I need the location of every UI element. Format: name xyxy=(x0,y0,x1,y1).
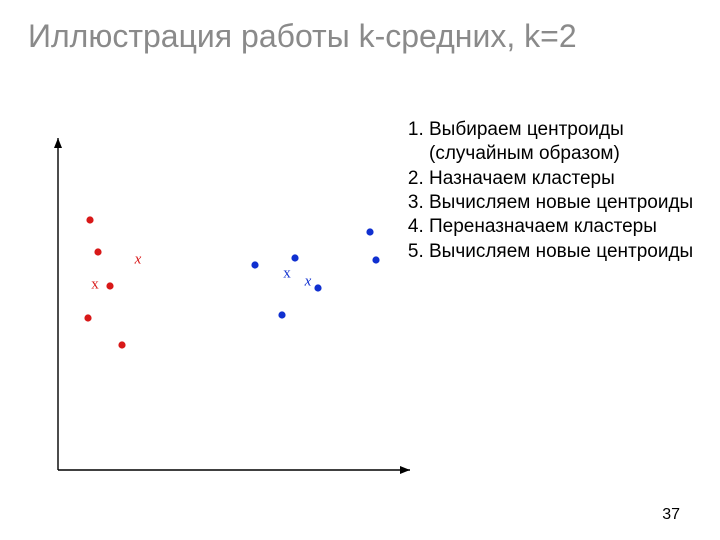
slide-title: Иллюстрация работы k-средних, k=2 xyxy=(28,18,577,55)
y-axis-arrow xyxy=(54,138,62,148)
step-item: Переназначаем кластеры xyxy=(429,215,705,239)
centroid-marker: x xyxy=(91,276,99,292)
data-point-blue xyxy=(291,254,298,261)
data-point-red xyxy=(94,248,101,255)
steps-list: Выбираем центроиды (случайным образом)На… xyxy=(405,118,705,264)
algorithm-steps: Выбираем центроиды (случайным образом)На… xyxy=(405,118,705,264)
scatter-plot: xxxx xyxy=(40,130,420,490)
page-number: 37 xyxy=(662,506,680,524)
step-item: Назначаем кластеры xyxy=(429,167,705,191)
step-item: Выбираем центроиды (случайным образом) xyxy=(429,118,705,167)
data-point-blue xyxy=(314,284,321,291)
data-point-blue xyxy=(372,256,379,263)
data-point-red xyxy=(106,282,113,289)
centroid-marker: x xyxy=(134,251,142,267)
data-point-blue xyxy=(251,261,258,268)
data-point-red xyxy=(86,216,93,223)
data-point-blue xyxy=(278,311,285,318)
step-item: Вычисляем новые центроиды xyxy=(429,240,705,264)
data-point-red xyxy=(118,341,125,348)
step-item: Вычисляем новые центроиды xyxy=(429,191,705,215)
centroid-marker: x xyxy=(283,265,291,281)
x-axis-arrow xyxy=(400,466,410,474)
centroid-marker: x xyxy=(304,273,312,289)
data-point-red xyxy=(84,314,91,321)
data-point-blue xyxy=(366,228,373,235)
